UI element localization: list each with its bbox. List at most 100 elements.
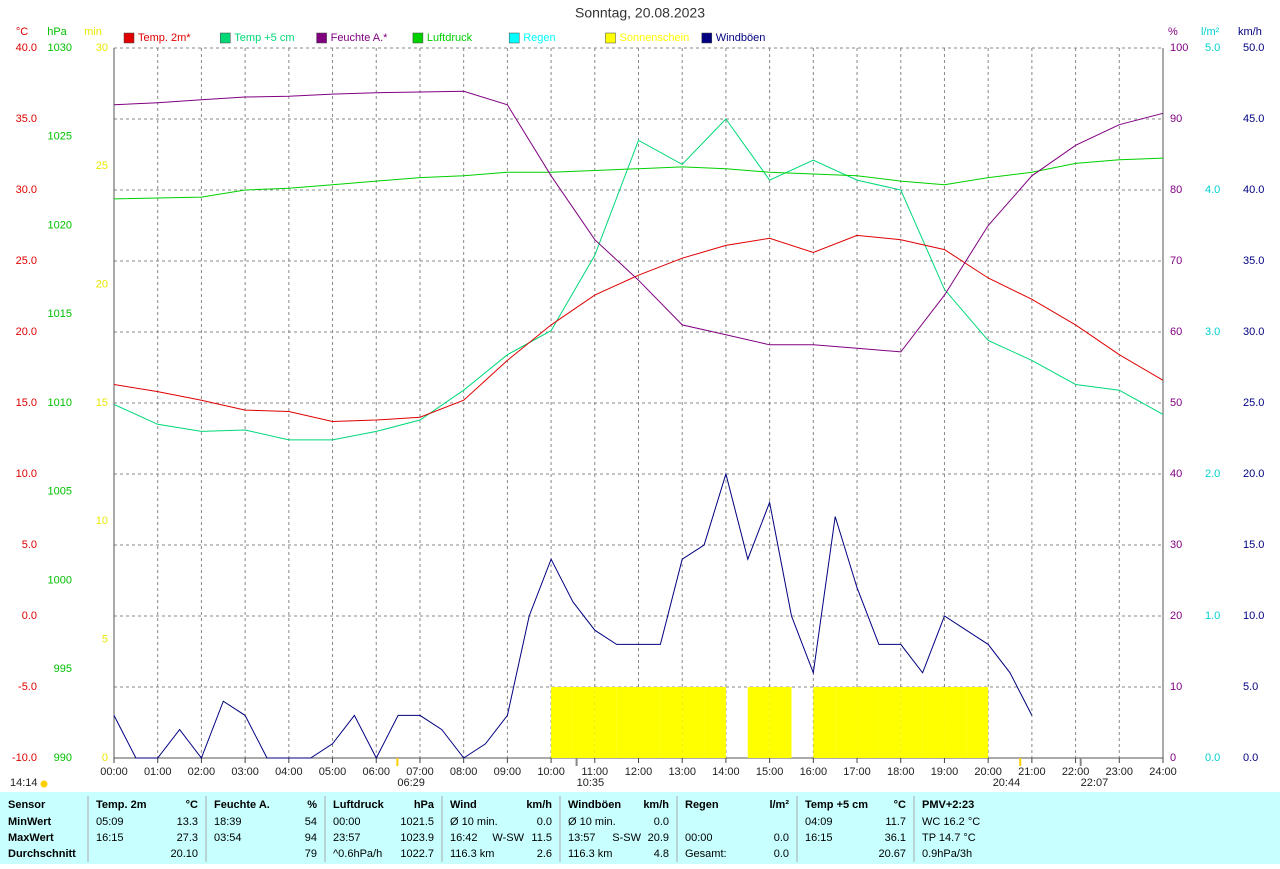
x-tick-label: 20:00	[974, 766, 1002, 778]
table-unit: hPa	[414, 799, 435, 811]
annotation: 20:44	[993, 777, 1021, 789]
table-header: Feuchte A.	[214, 799, 270, 811]
series-line	[113, 472, 1033, 760]
x-tick-label: 15:00	[756, 766, 784, 778]
x-tick-label: 07:00	[406, 766, 434, 778]
y-tick-label: 15.0	[16, 397, 37, 409]
table-cell: WC 16.2 °C	[922, 816, 980, 828]
y-tick-label: 0.0	[1205, 752, 1220, 764]
x-tick-label: 17:00	[843, 766, 871, 778]
annotation: 06:29	[397, 777, 425, 789]
y-tick-label: 40	[1170, 468, 1182, 480]
table-cell: Durchschnitt	[8, 848, 76, 860]
table-cell: Gesamt:	[685, 848, 727, 860]
table-header: PMV+2:23	[922, 799, 974, 811]
y-tick-label: 20.0	[1243, 468, 1264, 480]
table-cell: 36.1	[885, 832, 906, 844]
y-tick-label: 0.0	[22, 610, 37, 622]
table-cell: 11.5	[531, 832, 552, 844]
y-tick-label: 20.0	[16, 326, 37, 338]
sunshine-bar	[594, 687, 617, 758]
y-tick-label: 0	[1170, 752, 1176, 764]
table-cell: 116.3 km	[450, 848, 494, 860]
table-cell: Ø 10 min.	[450, 816, 498, 828]
y-tick-label: 40.0	[16, 42, 37, 54]
table-cell: 0.0	[654, 816, 669, 828]
x-tick-label: 24:00	[1149, 766, 1177, 778]
y-tick-label: 1010	[48, 397, 72, 409]
legend-swatch	[123, 32, 135, 44]
axis-unit: l/m²	[1201, 26, 1220, 38]
sunshine-bar	[900, 687, 923, 758]
sunshine-bar	[704, 687, 726, 758]
y-tick-label: 30	[96, 42, 108, 54]
axis-unit: %	[1168, 26, 1178, 38]
table-cell: 116.3 km	[568, 848, 612, 860]
legend-label: Feuchte A.*	[331, 32, 389, 44]
x-tick-label: 03:00	[231, 766, 259, 778]
legend-label: Sonnenschein	[620, 32, 690, 44]
table-cell: W-SW	[492, 832, 524, 844]
sunshine-bar	[944, 687, 967, 758]
y-tick-label: 10	[1170, 681, 1182, 693]
table-cell: S-SW	[612, 832, 641, 844]
y-tick-label: 80	[1170, 184, 1182, 196]
table-cell: 27.3	[177, 832, 198, 844]
sunshine-bar	[638, 687, 661, 758]
table-cell: MinWert	[8, 816, 52, 828]
chart-title: Sonntag, 20.08.2023	[575, 5, 705, 21]
x-tick-label: 16:00	[800, 766, 828, 778]
x-tick-label: 13:00	[668, 766, 696, 778]
y-tick-label: 5.0	[1205, 42, 1220, 54]
y-tick-label: 25.0	[1243, 397, 1264, 409]
x-tick-label: 19:00	[931, 766, 959, 778]
y-tick-label: 50.0	[1243, 42, 1264, 54]
legend-label: Temp +5 cm	[234, 32, 294, 44]
table-header: Windböen	[568, 799, 621, 811]
table-cell: 2.6	[537, 848, 552, 860]
y-tick-label: 35.0	[1243, 255, 1264, 267]
y-tick-label: 20	[1170, 610, 1182, 622]
sunshine-bar	[835, 687, 858, 758]
y-tick-label: 1020	[48, 219, 72, 231]
y-tick-label: 10.0	[1243, 610, 1264, 622]
table-cell: Ø 10 min.	[568, 816, 616, 828]
x-tick-label: 04:00	[275, 766, 303, 778]
table-cell: 00:00	[685, 832, 713, 844]
y-tick-label: 100	[1170, 42, 1188, 54]
sunshine-bar	[572, 687, 595, 758]
table-cell: 05:09	[96, 816, 124, 828]
table-cell: ^0.6hPa/h	[333, 848, 382, 860]
sunshine-bar	[551, 687, 573, 758]
x-tick-label: 01:00	[144, 766, 172, 778]
y-tick-label: 10.0	[16, 468, 37, 480]
legend-swatch	[605, 32, 616, 44]
y-tick-label: 35.0	[16, 113, 37, 125]
table-header: Luftdruck	[333, 799, 385, 811]
table-header: Sensor	[8, 799, 46, 811]
table-cell: 0.0	[774, 848, 789, 860]
legend-label: Luftdruck	[427, 32, 473, 44]
legend-swatch	[220, 32, 231, 44]
table-cell: 0.0	[537, 816, 552, 828]
series-line	[113, 90, 1164, 353]
sunshine-bar	[682, 687, 705, 758]
table-cell: 04:09	[805, 816, 833, 828]
table-cell: 18:39	[214, 816, 242, 828]
table-cell: 16:42	[450, 832, 478, 844]
table-cell: 00:00	[333, 816, 361, 828]
x-tick-label: 08:00	[450, 766, 478, 778]
y-tick-label: 30.0	[16, 184, 37, 196]
sunshine-bar	[878, 687, 901, 758]
x-tick-label: 14:00	[712, 766, 740, 778]
y-tick-label: 1.0	[1205, 610, 1220, 622]
legend-swatch	[412, 32, 424, 44]
table-cell: 0.0	[774, 832, 789, 844]
sunshine-bar	[747, 687, 770, 758]
x-tick-label: 10:00	[537, 766, 565, 778]
y-tick-label: -10.0	[12, 752, 37, 764]
axis-unit: °C	[16, 26, 28, 38]
y-tick-label: 60	[1170, 326, 1182, 338]
table-background	[0, 792, 1280, 864]
series-line	[113, 118, 1164, 441]
